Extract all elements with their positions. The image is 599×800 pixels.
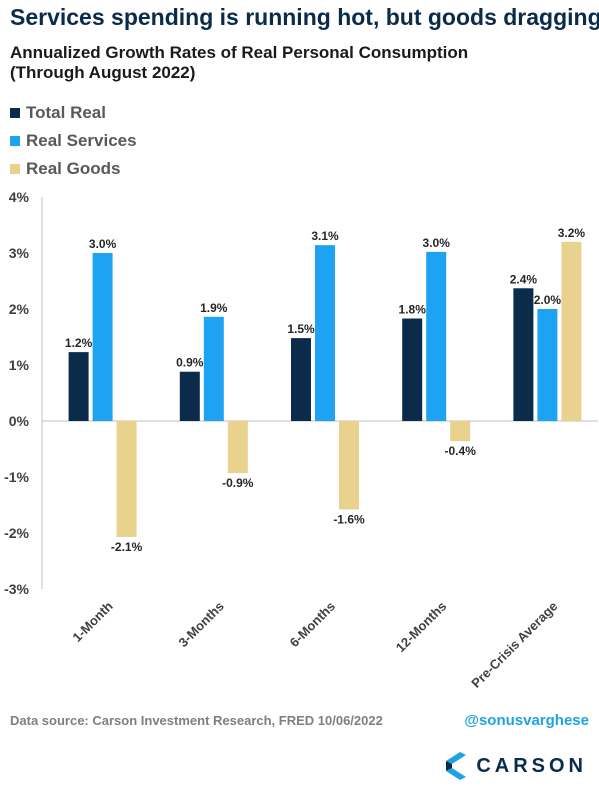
data-label-real-goods: 3.2%	[558, 226, 586, 240]
x-category-label: Pre-Crisis Average	[468, 599, 560, 691]
legend: Total Real Real Services Real Goods	[10, 99, 137, 183]
headline: Services spending is running hot, but go…	[10, 4, 599, 30]
legend-swatch-total-real	[10, 108, 20, 118]
data-label-total-real: 2.4%	[510, 272, 538, 286]
y-tick-label: 0%	[9, 413, 30, 429]
bar-total-real	[179, 371, 200, 421]
data-label-real-goods: -1.6%	[333, 512, 365, 526]
y-tick-label: 2%	[9, 301, 30, 317]
y-tick-label: -3%	[4, 581, 29, 597]
legend-item-real-goods: Real Goods	[10, 155, 137, 183]
bar-real-services	[315, 245, 335, 421]
data-label-total-real: 1.5%	[287, 322, 315, 336]
chart-title-line-2: (Through August 2022)	[10, 63, 196, 82]
data-label-total-real: 1.2%	[65, 336, 93, 350]
twitter-handle[interactable]: @sonusvarghese	[464, 712, 589, 729]
bar-chart: 4% 3% 2% 1% 0% -1% -2% -3% 1.2% 3.0% -2.1% 1-Month 0…	[4, 189, 598, 691]
legend-label-real-services: Real Services	[26, 131, 137, 150]
bar-real-goods	[450, 421, 471, 442]
bar-real-services	[92, 253, 113, 421]
bar-total-real	[513, 288, 534, 421]
x-category-label: 3-Months	[175, 599, 226, 650]
data-label-real-services: 3.0%	[423, 236, 451, 250]
bar-real-goods	[339, 421, 359, 510]
data-label-real-goods: -0.9%	[222, 476, 254, 490]
y-tick-label: 4%	[9, 189, 30, 205]
chart-title-line-1: Annualized Growth Rates of Real Personal…	[10, 43, 469, 62]
bar-real-goods	[116, 421, 137, 537]
carson-chevron-logo-icon	[446, 752, 467, 780]
data-label-real-services: 3.1%	[311, 229, 339, 243]
data-label-total-real: 1.8%	[399, 303, 427, 317]
x-category-label: 6-Months	[287, 599, 338, 650]
legend-swatch-real-services	[10, 136, 20, 146]
legend-label-total-real: Total Real	[26, 103, 106, 122]
bar-total-real	[291, 338, 311, 421]
data-label-real-services: 2.0%	[534, 293, 562, 307]
bar-real-goods	[227, 421, 248, 474]
data-label-real-services: 1.9%	[200, 301, 228, 315]
bar-real-goods	[561, 241, 582, 421]
data-source-note: Data source: Carson Investment Research,…	[10, 713, 383, 728]
bar-real-services	[537, 309, 558, 421]
y-tick-label: -2%	[4, 525, 29, 541]
y-tick-label: -1%	[4, 469, 29, 485]
legend-label-real-goods: Real Goods	[26, 159, 121, 178]
legend-swatch-real-goods	[10, 164, 20, 174]
carson-logo: CARSON	[446, 752, 587, 780]
x-category-label: 1-Month	[69, 598, 115, 644]
y-tick-label: 1%	[9, 357, 30, 373]
legend-item-total-real: Total Real	[10, 99, 137, 127]
legend-item-real-services: Real Services	[10, 127, 137, 155]
chart-title: Annualized Growth Rates of Real Personal…	[10, 43, 590, 83]
x-category-label: 12-Months	[393, 599, 450, 656]
bar-total-real	[402, 318, 423, 421]
data-label-total-real: 0.9%	[176, 356, 204, 370]
data-label-real-goods: -0.4%	[445, 444, 477, 458]
data-label-real-goods: -2.1%	[111, 540, 143, 554]
y-tick-label: 3%	[9, 245, 30, 261]
data-label-real-services: 3.0%	[89, 237, 117, 251]
logo-text: CARSON	[476, 754, 587, 777]
bar-real-services	[203, 316, 224, 421]
bar-real-services	[426, 251, 447, 421]
bar-total-real	[68, 352, 89, 421]
